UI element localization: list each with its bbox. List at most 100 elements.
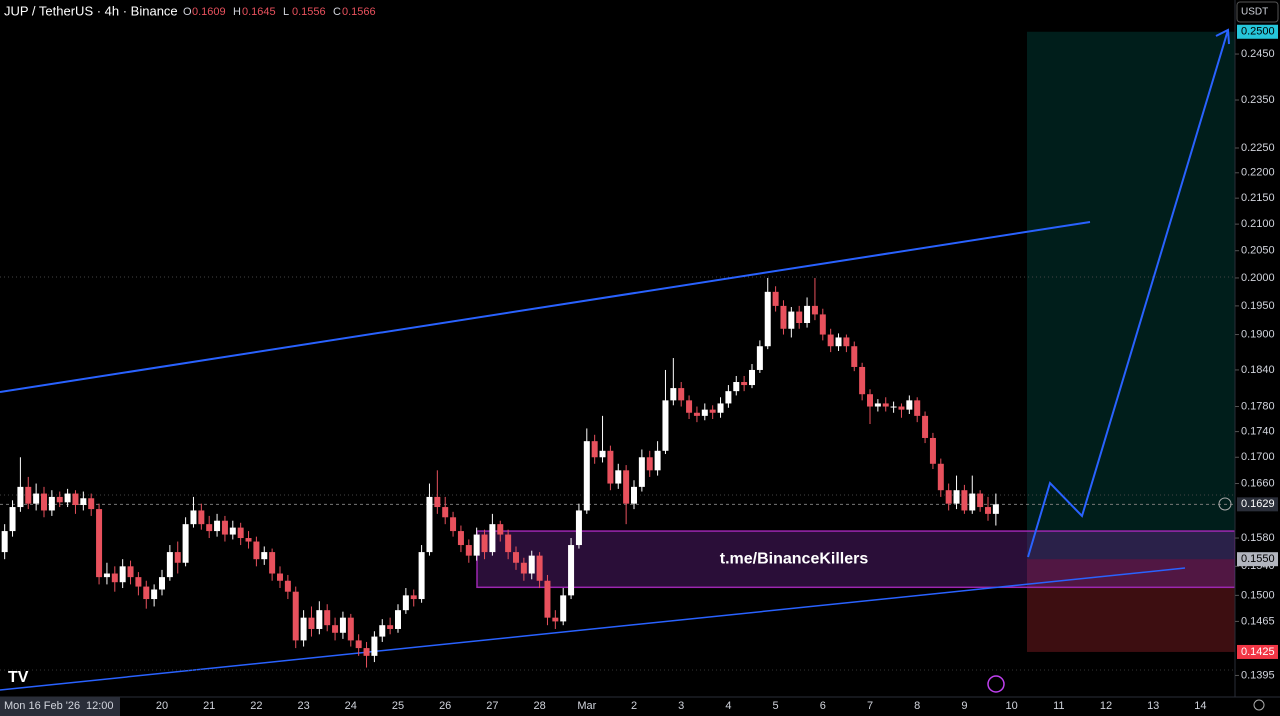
symbol-title: JUP / TetherUS · 4h · Binance [4, 3, 178, 18]
x-tick-label: 27 [486, 700, 498, 712]
event-icon[interactable] [987, 675, 1005, 693]
settings-icon[interactable] [1253, 699, 1265, 711]
ohlc-key: H [233, 6, 241, 18]
candle-body [544, 580, 551, 618]
x-tick-label: 10 [1005, 700, 1017, 712]
candle-body [599, 450, 606, 458]
candle-body [395, 610, 401, 629]
x-tick-label: 2 [631, 700, 637, 712]
candle-body [308, 617, 315, 629]
candle-body [607, 450, 614, 484]
candle-body [631, 486, 637, 504]
candle-body [819, 314, 826, 335]
price-tag [1237, 644, 1278, 659]
candle-body [670, 388, 677, 401]
x-tick-label: 5 [773, 700, 779, 712]
add-alert-icon[interactable] [1218, 497, 1232, 511]
x-tick-label: 4 [725, 700, 731, 712]
candle-body [363, 648, 370, 656]
cursor-date: Mon 16 Feb '26 [4, 700, 80, 712]
candle-body [174, 552, 181, 563]
candle-body [253, 541, 260, 560]
candle-body [473, 534, 480, 556]
candle-body [245, 538, 252, 542]
candle-body [945, 490, 952, 504]
candle-body [277, 573, 283, 581]
candle-body [332, 625, 339, 633]
y-tick-label: 0.1840 [1241, 364, 1275, 376]
candle-body [284, 580, 291, 592]
candle-body [615, 470, 622, 484]
currency[interactable]: USDT [1241, 7, 1268, 18]
candle-body [827, 334, 834, 347]
candle-body [33, 493, 40, 504]
ohlc-key: O [183, 6, 192, 18]
candle-body [379, 625, 386, 637]
candle-body [686, 400, 693, 413]
y-tick-label: 0.2250 [1241, 142, 1275, 154]
candle-body [505, 534, 512, 553]
y-tick-label: 0.1740 [1241, 426, 1275, 438]
candle-body [339, 617, 346, 633]
candle-body [914, 400, 921, 416]
candle-body [717, 403, 724, 413]
candle-body [214, 520, 221, 532]
candle-body [182, 524, 189, 563]
y-tick-label: 0.2150 [1241, 192, 1275, 204]
candle-body [151, 589, 158, 600]
candle-body [528, 555, 535, 574]
candle-body [591, 441, 598, 458]
x-tick-label: 11 [1053, 700, 1064, 712]
x-tick-label: 25 [392, 700, 404, 712]
price-tag [1237, 552, 1278, 567]
x-tick-label: 23 [297, 700, 309, 712]
candle-body [410, 595, 417, 600]
candle-body [25, 486, 32, 504]
x-tick-label: 21 [203, 700, 215, 712]
price-axis [1235, 0, 1280, 716]
x-tick-label: 8 [914, 700, 920, 712]
candle-body [72, 493, 79, 506]
candle-body [371, 636, 378, 656]
candle-body [316, 610, 323, 629]
y-tick-label: 0.2050 [1241, 245, 1275, 257]
candle-body [229, 527, 236, 535]
candle-body [796, 311, 803, 323]
candle-body [355, 640, 362, 649]
candle-body [969, 493, 976, 511]
candle-body [96, 509, 103, 578]
candle-body [64, 493, 71, 503]
x-tick-label: 9 [961, 700, 967, 712]
zone-label: t.me/BinanceKillers [720, 550, 869, 567]
y-tick-label: 0.1700 [1241, 451, 1275, 463]
candle-body [575, 510, 582, 546]
x-tick-label: 20 [156, 700, 168, 712]
x-tick-label: 12 [1100, 700, 1112, 712]
candle-body [859, 366, 866, 395]
candle-body [851, 346, 858, 367]
y-tick-label: 0.1900 [1241, 328, 1275, 340]
currency-button[interactable] [1236, 1, 1279, 23]
candle-body [733, 382, 740, 392]
ohlc-key: L [283, 6, 289, 18]
candle-body [198, 510, 205, 525]
x-tick-label: Mar [577, 700, 596, 712]
candle-body [749, 369, 755, 386]
candle-body [867, 394, 873, 407]
axis-labels: 0.2450 0.2350 0.2250 0.2200 0.2150 0.2100 0.20… [156, 24, 1278, 712]
candle-body [324, 610, 331, 626]
y-tick-label: 0.1950 [1241, 300, 1275, 312]
candle-body [662, 400, 669, 451]
candle-body [937, 463, 944, 491]
candle-body [898, 406, 905, 410]
candle-body [772, 291, 779, 306]
candle-body [442, 507, 449, 518]
ohlc-key: C [333, 6, 341, 18]
candle-body [88, 498, 95, 510]
price-tag [1237, 497, 1278, 512]
candle-body [513, 552, 519, 563]
ohlc: O 0.1609 H 0.1645 L 0.1556 C 0.1566 [183, 6, 376, 18]
candle-body [9, 507, 16, 532]
candle-body [402, 595, 409, 611]
candle-body [17, 486, 24, 508]
